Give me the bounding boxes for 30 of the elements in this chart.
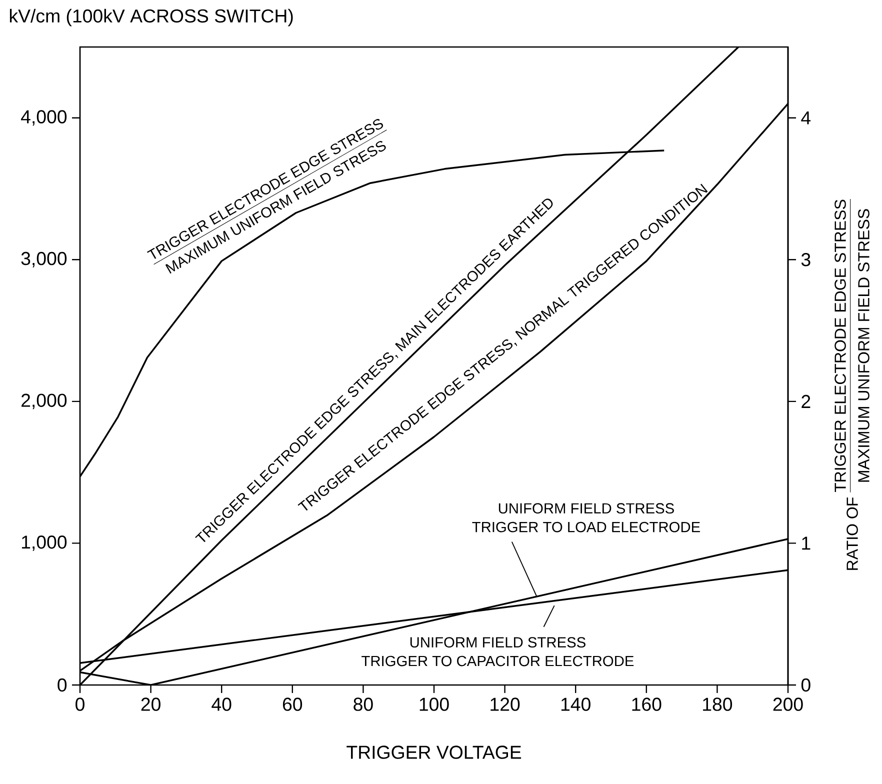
text: TRIGGER ELECTRODE EDGE STRESS bbox=[834, 200, 846, 492]
x-axis-title: TRIGGER VOLTAGE bbox=[346, 746, 522, 759]
y2-tick-label: 1 bbox=[802, 536, 810, 550]
y2-axis-title: RATIO OF bbox=[846, 497, 858, 570]
x-tick-label: 80 bbox=[354, 698, 373, 711]
x-tick-label: 160 bbox=[632, 698, 662, 711]
y-tick-label: 2,000 bbox=[22, 394, 67, 410]
y-tick-label: 0 bbox=[58, 678, 67, 692]
annotation: UNIFORM FIELD STRESS bbox=[410, 637, 586, 648]
x-tick-label: 0 bbox=[76, 698, 84, 711]
x-tick-label: 140 bbox=[561, 698, 590, 711]
x-tick-label: 60 bbox=[282, 698, 302, 711]
x-tick-label: 120 bbox=[490, 698, 520, 711]
y2-tick-label: 4 bbox=[801, 111, 811, 124]
annotation: TRIGGER TO CAPACITOR ELECTRODE bbox=[362, 656, 634, 666]
y-axis-title: kV/cm (100kV ACROSS SWITCH) bbox=[10, 8, 293, 26]
y-tick-label: 4,000 bbox=[21, 110, 67, 126]
y2-tick-label: 3 bbox=[801, 253, 810, 266]
y-tick-label: 3,000 bbox=[21, 252, 67, 268]
y2-tick-label: 2 bbox=[802, 394, 810, 408]
x-tick-label: 180 bbox=[703, 698, 732, 711]
x-tick-label: 100 bbox=[420, 698, 449, 711]
y2-tick-label: 0 bbox=[801, 678, 810, 692]
annotation: TRIGGER TO LOAD ELECTRODE bbox=[472, 522, 700, 532]
x-tick-label: 40 bbox=[212, 698, 232, 711]
x-tick-label: 20 bbox=[141, 698, 160, 711]
text: MAXIMUM UNIFORM FIELD STRESS bbox=[858, 209, 870, 482]
annotation: UNIFORM FIELD STRESS bbox=[498, 503, 674, 514]
x-tick-label: 200 bbox=[773, 698, 803, 711]
y-tick-label: 1,000 bbox=[22, 535, 67, 551]
